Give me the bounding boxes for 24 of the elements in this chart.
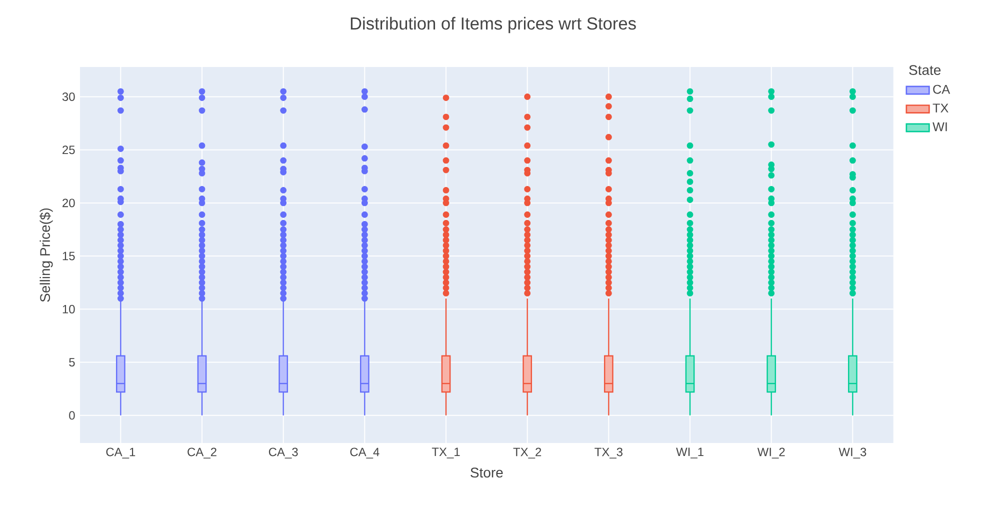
x-tick-label: WI_2 — [757, 448, 785, 458]
x-tick-label: CA_1 — [106, 448, 136, 458]
x-tick-label: CA_4 — [350, 448, 380, 458]
x-tick-label: TX_3 — [594, 448, 622, 458]
y-tick-label: 30 — [62, 92, 75, 101]
y-tick-label: 10 — [62, 304, 75, 314]
x-tick-label: CA_2 — [188, 448, 216, 458]
legend-label: CA — [933, 84, 950, 94]
x-tick-label: CA_3 — [268, 448, 298, 458]
y-tick-label: 5 — [69, 358, 75, 366]
y-axis-title: Selling Price($) — [40, 208, 53, 302]
x-tick-label: WI_3 — [838, 448, 866, 458]
y-tick-label: 15 — [62, 252, 75, 260]
y-tick-label: 25 — [62, 146, 75, 154]
legend-title: State — [909, 65, 941, 75]
x-tick-label: TX_2 — [513, 448, 542, 458]
legend-label: WI — [932, 122, 947, 132]
x-tick-label: TX_1 — [432, 448, 460, 458]
legend-label: TX — [932, 104, 948, 112]
y-tick-label: 0 — [69, 411, 75, 420]
x-tick-label: WI_1 — [676, 448, 704, 458]
y-tick-label: 20 — [62, 198, 75, 208]
x-axis-title: Store — [470, 468, 503, 478]
chart-title: Distribution of Items prices wrt Stores — [350, 16, 636, 34]
